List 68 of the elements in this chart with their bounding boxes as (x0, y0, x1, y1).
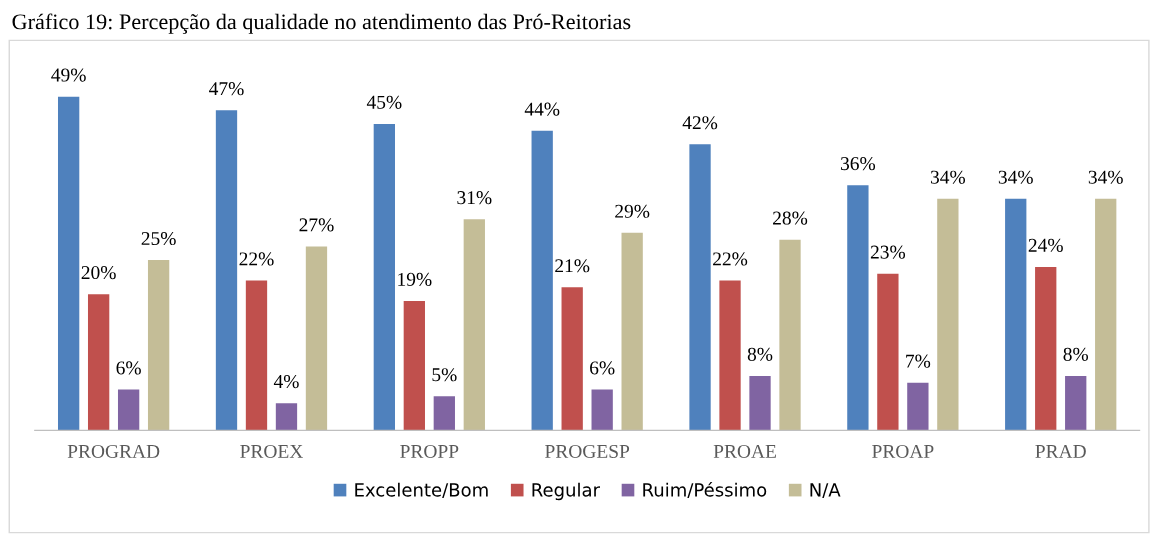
data-label: 22% (713, 252, 748, 266)
data-label: 47% (209, 82, 244, 96)
legend-label: Excelente/Bom (355, 482, 488, 499)
bar (215, 110, 238, 431)
bar (463, 219, 485, 431)
data-label: 22% (239, 252, 274, 266)
data-label: 8% (1063, 347, 1089, 361)
data-label: 27% (299, 218, 334, 232)
bar (877, 273, 899, 431)
data-label: 42% (682, 116, 718, 130)
data-label: 45% (366, 95, 402, 109)
bar (87, 294, 110, 431)
x-tick-label: PROGESP (545, 444, 630, 458)
bar (403, 300, 425, 431)
bar (433, 396, 455, 431)
bar (689, 144, 711, 431)
data-label: 6% (116, 361, 141, 375)
data-label: 19% (398, 272, 432, 286)
bar (561, 287, 583, 431)
bar (147, 260, 170, 431)
bar (117, 389, 140, 431)
bar (305, 246, 328, 431)
data-label: 4% (273, 374, 299, 389)
bar (531, 130, 553, 431)
x-tick-label: PROAE (713, 444, 776, 458)
data-label: 7% (906, 354, 931, 368)
bar (937, 198, 959, 431)
bar (1035, 266, 1057, 431)
data-label: 34% (1088, 170, 1123, 184)
data-label: 31% (457, 191, 492, 205)
chart-title: Gráfico 19: Percepção da qualidade no atendimento das Pró-Reitorias (12, 13, 631, 34)
x-tick-label: PROPP (400, 444, 459, 458)
data-label: 8% (747, 347, 773, 361)
data-label: 25% (141, 231, 176, 246)
data-label: 29% (615, 204, 650, 218)
data-label: 20% (81, 265, 116, 280)
data-label: 36% (841, 157, 876, 171)
legend-label: N/A (810, 483, 841, 499)
bar (1065, 375, 1087, 431)
bar (591, 389, 613, 431)
bar (621, 232, 643, 431)
data-label: 34% (998, 170, 1033, 184)
x-tick-label: PRAD (1035, 444, 1086, 458)
bar (779, 239, 801, 431)
bar (1005, 198, 1027, 431)
bar (719, 280, 741, 431)
data-label: 44% (524, 102, 560, 116)
data-label: 23% (870, 245, 906, 259)
data-label: 49% (51, 68, 86, 82)
bar (749, 375, 771, 431)
x-tick-label: PROGRAD (67, 444, 160, 458)
bar (373, 123, 395, 431)
x-tick-label: PROAP (872, 444, 934, 458)
data-label: 34% (930, 170, 966, 184)
bar (245, 280, 268, 431)
legend-label: Ruim/Péssimo (643, 481, 767, 499)
x-tick-label: PROEX (240, 444, 303, 458)
bar (1095, 198, 1117, 431)
bar (57, 96, 80, 431)
bar (275, 403, 298, 431)
data-label: 6% (590, 361, 615, 375)
data-label: 5% (432, 368, 457, 382)
data-label: 21% (555, 259, 590, 273)
data-label: 24% (1028, 238, 1063, 252)
legend-label: Regular (532, 482, 600, 501)
data-label: 28% (773, 211, 808, 225)
bar (907, 382, 929, 431)
bar (847, 185, 869, 431)
